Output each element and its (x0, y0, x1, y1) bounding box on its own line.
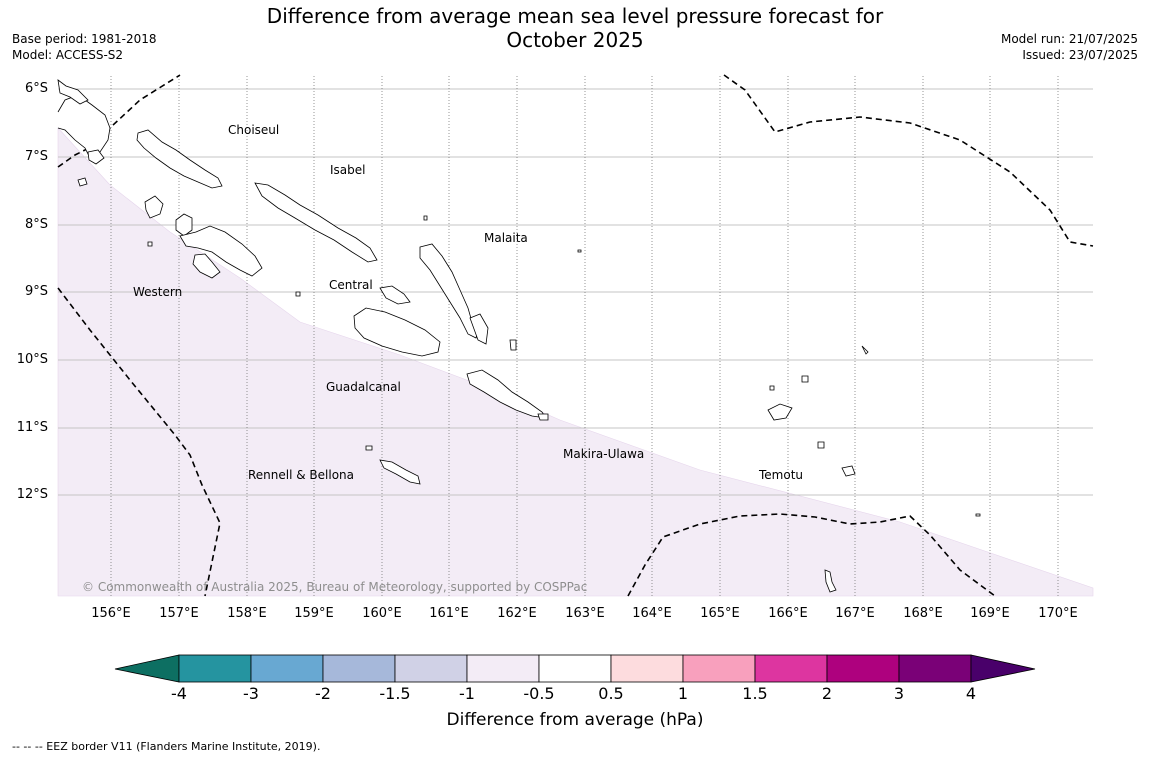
lat-label-12s: 12°S (16, 487, 48, 502)
region-label-rennell-bellona: Rennell & Bellona (248, 468, 355, 482)
colorbar-tick-label: 1.5 (742, 684, 768, 703)
colorbar-bin-10 (826, 654, 900, 683)
colorbar-bin-2 (250, 654, 324, 683)
colorbar-extend-min (114, 654, 180, 683)
region-label-temotu: Temotu (759, 468, 804, 482)
model-text: Model: ACCESS-S2 (12, 48, 124, 62)
colorbar-bin-1 (178, 654, 252, 683)
colorbar-bin-5 (466, 654, 540, 683)
lon-label-163e: 163°E (565, 606, 605, 621)
lon-label-158e: 158°E (227, 606, 267, 621)
region-label-makira-ulawa: Makira-Ulawa (563, 447, 645, 461)
rennell-island (379, 459, 421, 485)
shaded-anomaly-area (57, 127, 1094, 597)
title-line-1: Difference from average mean sea level p… (266, 4, 884, 28)
lon-label-165e: 165°E (700, 606, 740, 621)
colorbar-bin-3 (322, 654, 396, 683)
colorbar-bin-4 (394, 654, 468, 683)
chart-title: Difference from average mean sea level p… (200, 4, 950, 52)
region-label-isabel: Isabel (330, 163, 366, 177)
eez-footnote: -- -- -- EEZ border V11 (Flanders Marine… (12, 740, 321, 753)
florida-islands (379, 285, 411, 305)
lat-label-8s: 8°S (24, 217, 48, 232)
colorbar-tick-label: -2 (315, 684, 331, 703)
lon-label-168e: 168°E (903, 606, 943, 621)
islands (57, 79, 981, 593)
lon-label-160e: 160°E (362, 606, 402, 621)
lon-label-166e: 166°E (768, 606, 808, 621)
lat-label-6s: 6°S (24, 81, 48, 96)
region-label-western: Western (133, 285, 183, 299)
colorbar-bin-11 (898, 654, 972, 683)
lat-label-9s: 9°S (24, 284, 48, 299)
copyright-text: © Commonwealth of Australia 2025, Bureau… (82, 580, 588, 594)
title-line-2: October 2025 (506, 28, 644, 52)
colorbar-tick-label: -0.5 (523, 684, 555, 703)
malaita-island (419, 243, 479, 339)
santa-cruz-islands (767, 403, 793, 421)
colorbar-tick-label: 4 (965, 684, 977, 703)
lat-label-7s: 7°S (24, 149, 48, 164)
colorbar-extend-max (970, 654, 1036, 683)
colorbar-tick-label: -1.5 (379, 684, 411, 703)
lon-label-162e: 162°E (497, 606, 537, 621)
lat-gridlines (58, 88, 1093, 496)
region-label-choiseul: Choiseul (228, 123, 280, 137)
region-label-central: Central (329, 278, 373, 292)
lat-label-11s: 11°S (16, 420, 48, 435)
colorbar-tick-label: -1 (459, 684, 475, 703)
colorbar-tick-label: 1 (677, 684, 689, 703)
colorbar-tick-label: 3 (893, 684, 905, 703)
colorbar-tick-label: -3 (243, 684, 259, 703)
region-label-malaita: Malaita (484, 231, 528, 245)
guadalcanal-island (353, 307, 441, 357)
lon-label-156e: 156°E (91, 606, 131, 621)
region-label-guadalcanal: Guadalcanal (326, 380, 401, 394)
lon-label-167e: 167°E (835, 606, 875, 621)
colorbar-tick-label: 0.5 (598, 684, 624, 703)
lon-label-164e: 164°E (632, 606, 672, 621)
new-georgia-group (144, 195, 164, 219)
colorbar (114, 654, 1036, 683)
colorbar-title: Difference from average (hPa) (446, 710, 704, 730)
colorbar-bin-9 (754, 654, 828, 683)
lon-label-159e: 159°E (294, 606, 334, 621)
isabel-island (254, 182, 378, 263)
colorbar-tick-label: 2 (821, 684, 833, 703)
lon-label-169e: 169°E (970, 606, 1010, 621)
lon-label-157e: 157°E (159, 606, 199, 621)
colorbar-bin-7 (610, 654, 684, 683)
colorbar-tick-label: -4 (171, 684, 187, 703)
meta-left: Base period: 1981-2018 Model: ACCESS-S2 (12, 31, 157, 63)
lat-label-10s: 10°S (16, 352, 48, 367)
lon-label-170e: 170°E (1038, 606, 1078, 621)
choiseul-island (136, 129, 223, 189)
colorbar-bin-6 (538, 654, 612, 683)
colorbar-bin-8 (682, 654, 756, 683)
base-period-text: Base period: 1981-2018 (12, 32, 157, 46)
meta-right: Model run: 21/07/2025 Issued: 23/07/2025 (1001, 31, 1138, 63)
issued-text: Issued: 23/07/2025 (1022, 48, 1138, 62)
lon-label-161e: 161°E (429, 606, 469, 621)
model-run-text: Model run: 21/07/2025 (1000, 32, 1138, 46)
